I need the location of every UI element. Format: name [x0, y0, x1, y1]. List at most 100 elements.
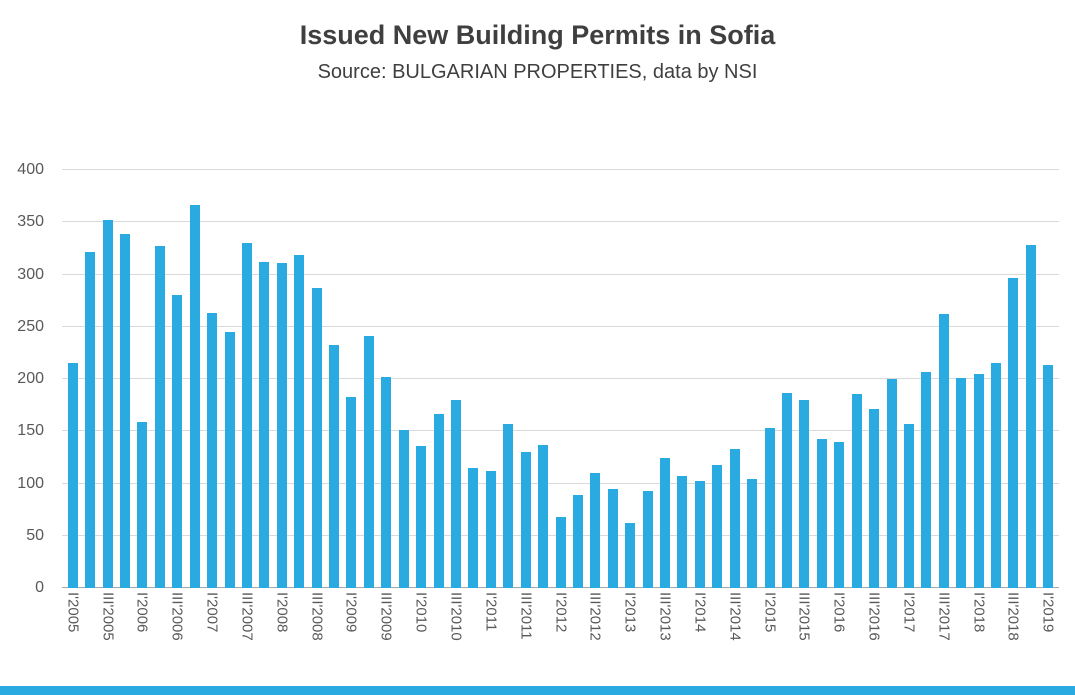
x-tick-slot — [918, 592, 935, 692]
x-tick-slot — [1022, 592, 1039, 692]
bar-slot — [831, 170, 848, 588]
bar-slot — [1040, 170, 1057, 588]
x-tick-slot: III'2009 — [378, 592, 395, 692]
bar — [834, 441, 845, 588]
bar — [1043, 365, 1054, 588]
bar — [799, 399, 810, 588]
bar — [886, 379, 897, 588]
bar-slot — [796, 170, 813, 588]
x-tick-slot: III'2006 — [169, 592, 186, 692]
x-tick-slot — [500, 592, 517, 692]
bar-slot — [691, 170, 708, 588]
x-tick-slot: I'2007 — [203, 592, 221, 692]
bar-slot — [918, 170, 935, 588]
x-tick-label: I'2015 — [761, 592, 779, 633]
y-tick-label: 400 — [17, 161, 44, 178]
y-tick-label: 250 — [17, 317, 44, 335]
x-tick-slot — [848, 592, 865, 692]
x-tick-slot: I'2017 — [900, 592, 917, 692]
x-tick-slot — [953, 592, 970, 692]
bar-slot — [308, 170, 325, 588]
bar — [311, 288, 322, 588]
bar — [903, 423, 914, 588]
bar-slot — [778, 170, 795, 588]
bar-slot — [604, 170, 621, 588]
bar-slot — [569, 170, 586, 588]
x-tick-label: I'2012 — [552, 592, 570, 633]
gridline — [62, 273, 1059, 275]
bar-slot — [656, 170, 673, 588]
x-tick-slot — [709, 592, 726, 692]
x-tick-slot — [987, 592, 1004, 692]
bar — [259, 261, 270, 588]
bar — [381, 376, 392, 588]
x-tick-slot — [395, 592, 412, 692]
bar — [241, 243, 252, 588]
bar — [660, 458, 671, 588]
x-tick-label: I'2013 — [621, 592, 639, 633]
x-tick-label: I'2011 — [482, 592, 500, 632]
bar — [294, 254, 305, 588]
bar-slot — [273, 170, 290, 588]
x-tick-label: III'2009 — [377, 592, 395, 641]
bar-slot — [395, 170, 412, 588]
x-tick-slot: I'2013 — [622, 592, 639, 692]
bar-slot — [203, 170, 220, 588]
bar — [433, 413, 444, 588]
x-tick-slot: I'2010 — [412, 592, 430, 692]
plot-area — [62, 169, 1059, 588]
bar — [729, 449, 740, 588]
x-tick-slot — [674, 592, 691, 692]
bar — [921, 371, 932, 588]
bar — [572, 495, 583, 588]
y-tick-label: 100 — [17, 474, 44, 492]
gridline — [62, 325, 1059, 327]
chart-title: Issued New Building Permits in Sofia — [299, 20, 776, 50]
bar-slot — [587, 170, 604, 588]
x-tick-slot — [430, 592, 447, 692]
x-tick-slot — [465, 592, 482, 692]
y-axis-labels: 0 50 100 150 200 250 300 350 400 — [0, 162, 50, 596]
gridline — [62, 482, 1059, 484]
bar-slot — [186, 170, 203, 588]
bar — [590, 473, 601, 588]
x-tick-label: I'2006 — [133, 592, 151, 633]
bar — [712, 464, 723, 588]
bar-slot — [343, 170, 360, 588]
x-tick-slot — [256, 592, 273, 692]
x-tick-label: III'2016 — [865, 592, 883, 641]
bar-slot — [935, 170, 952, 588]
x-tick-label: I'2016 — [830, 592, 848, 633]
x-tick-label: III'2010 — [447, 592, 465, 641]
bar-slot — [970, 170, 987, 588]
bar-slot — [378, 170, 395, 588]
x-tick-slot: III'2016 — [865, 592, 883, 692]
chart-subtitle: Source: BULGARIAN PROPERTIES, data by NS… — [317, 61, 758, 83]
bar-slot — [325, 170, 342, 588]
x-tick-slot: III'2005 — [99, 592, 116, 692]
y-tick-label: 200 — [17, 370, 44, 387]
gridline — [62, 169, 1059, 170]
bar — [67, 363, 78, 588]
x-tick-label: I'2009 — [342, 592, 360, 633]
x-tick-slot: III'2018 — [1005, 592, 1022, 692]
bar-slot — [622, 170, 639, 588]
x-tick-slot: III'2013 — [656, 592, 674, 692]
x-tick-slot — [778, 592, 795, 692]
bar-slot — [151, 170, 168, 588]
bar — [189, 204, 200, 588]
bar-slot — [865, 170, 882, 588]
x-tick-label: III'2018 — [1004, 592, 1022, 641]
x-tick-label: I'2019 — [1039, 592, 1057, 633]
x-tick-slot: I'2015 — [761, 592, 778, 692]
x-tick-label: III'2015 — [795, 592, 813, 641]
bar — [329, 344, 340, 588]
x-tick-label: I'2010 — [412, 592, 430, 633]
bar-slot — [482, 170, 499, 588]
x-tick-label: III'2005 — [99, 592, 117, 641]
bar — [782, 392, 792, 588]
bar-slot — [709, 170, 726, 588]
bar-slot — [238, 170, 255, 588]
bar — [398, 430, 409, 588]
x-tick-label: I'2014 — [691, 592, 709, 633]
